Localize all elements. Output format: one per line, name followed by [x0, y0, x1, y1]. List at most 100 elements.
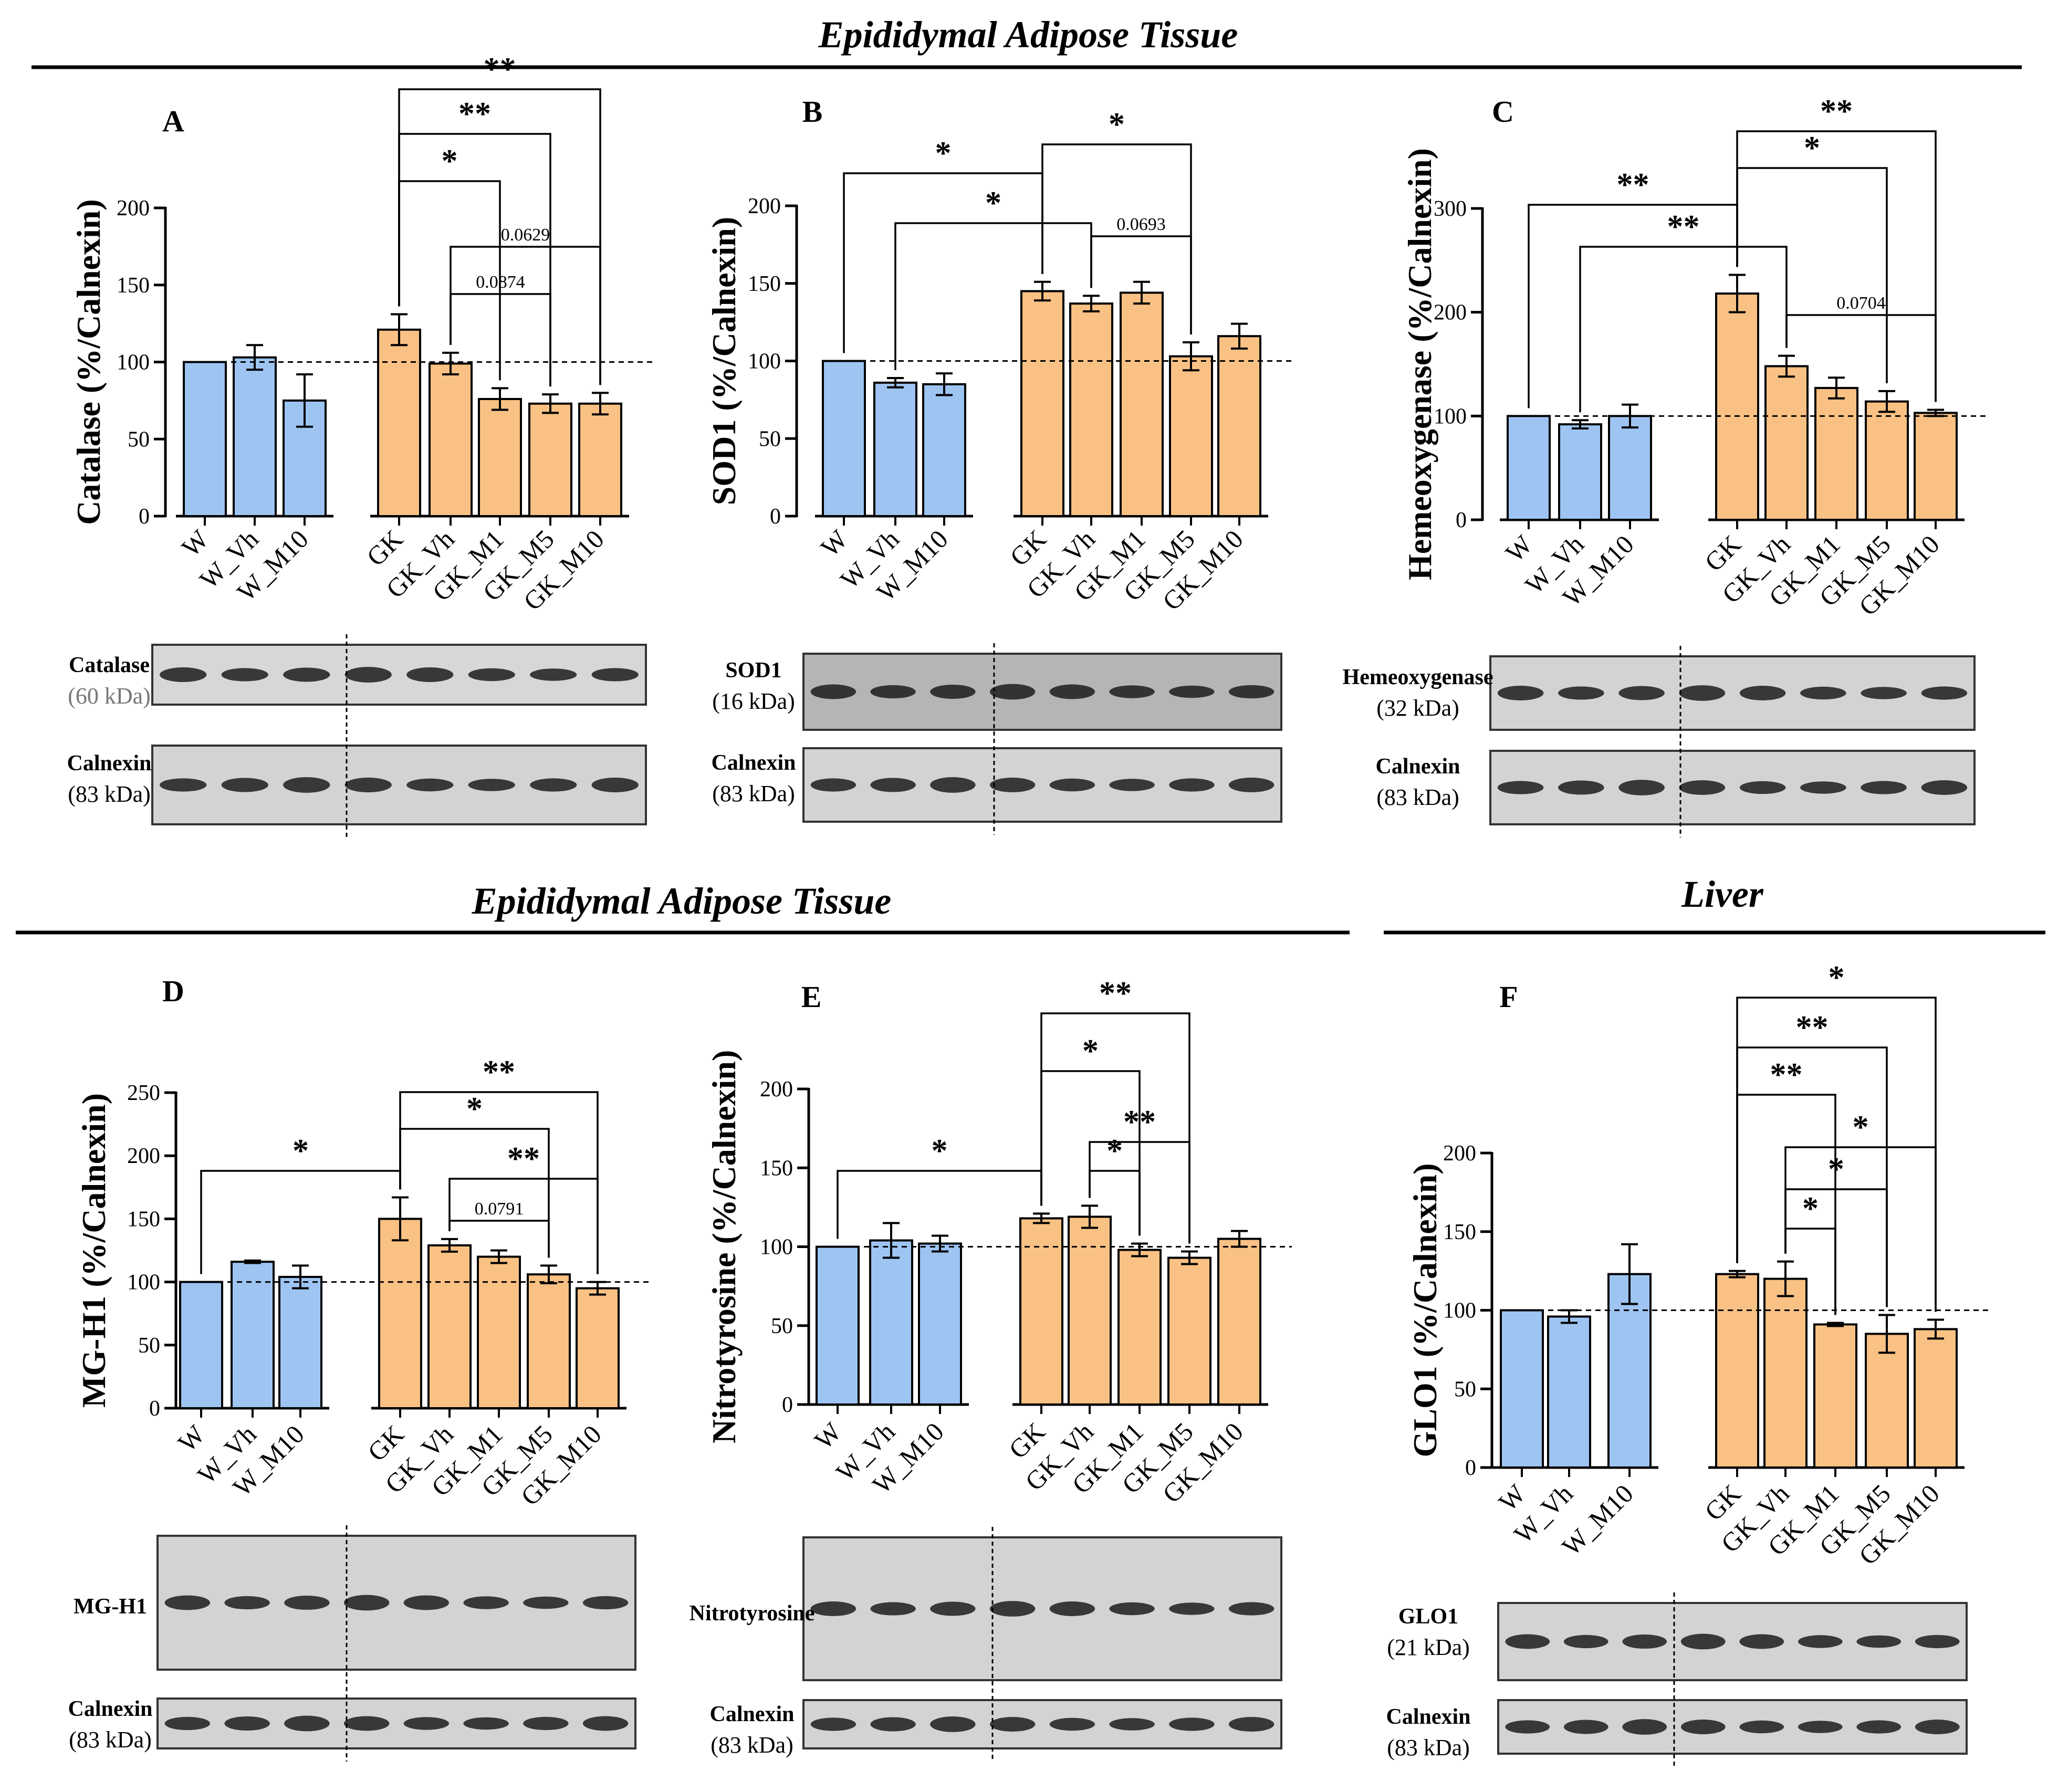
bar-gk-vh: [1069, 302, 1113, 517]
x-tick-label: W: [176, 524, 215, 563]
blot-band: [591, 778, 639, 792]
significance-bracket: [448, 1178, 599, 1274]
blot-band: [1049, 1601, 1095, 1616]
significance-stars: *: [1106, 1133, 1123, 1169]
bar-w: [179, 1281, 223, 1410]
blot-band: [582, 1716, 629, 1731]
blot-band: [406, 778, 454, 792]
blot-band: [1739, 1634, 1784, 1649]
y-tick-label: 50: [759, 427, 781, 451]
blot-band: [403, 1717, 450, 1730]
blot-label: Calnexin: [709, 1702, 794, 1726]
blot-band: [870, 778, 916, 792]
significance-stars: *: [932, 1133, 948, 1169]
y-tick-label: 200: [127, 1144, 160, 1168]
bar-gk-vh: [429, 362, 473, 517]
blot-band: [989, 684, 1036, 700]
significance-bracket: [450, 246, 601, 385]
blot-band: [1921, 780, 1968, 795]
significance-stars: *: [985, 185, 1001, 221]
blot-band: [164, 1716, 211, 1731]
blot-band: [810, 778, 856, 792]
blot-band: [989, 1601, 1036, 1617]
significance-stars: *: [1082, 1033, 1099, 1069]
blot-kda: (83 kDa): [69, 1727, 152, 1753]
blot-band: [1563, 1634, 1608, 1649]
blot-label: MG-H1: [74, 1595, 147, 1619]
blot-band: [1861, 781, 1907, 794]
blot-band: [1109, 1602, 1155, 1616]
blot-kda: (83 kDa): [68, 781, 151, 807]
y-tick-label: 200: [1434, 301, 1467, 325]
blot-band: [1228, 778, 1275, 792]
blot-band: [1622, 1634, 1667, 1649]
significance-stars: **: [483, 1054, 515, 1090]
y-tick-label: 50: [1454, 1377, 1476, 1401]
p-value-label: 0.0874: [476, 273, 525, 292]
bar-w-vh: [873, 381, 917, 517]
y-tick-label: 150: [748, 272, 781, 296]
significance-bracket: [1089, 1141, 1190, 1244]
blot-kda: (60 kDa): [68, 683, 151, 709]
significance-bracket: [399, 1128, 550, 1258]
blot-band: [164, 1595, 211, 1610]
bar-w-vh: [1558, 423, 1602, 521]
significance-stars: *: [1828, 1151, 1844, 1187]
blot-band: [1169, 778, 1215, 792]
blot-band: [221, 778, 268, 792]
significance-stars: *: [1802, 1191, 1819, 1227]
section-title: Liver: [1681, 873, 1764, 915]
blot-band: [1800, 781, 1846, 794]
blot-band: [463, 1596, 509, 1609]
p-value-label: 0.0629: [501, 225, 550, 245]
blot-band: [403, 1595, 450, 1610]
bar-gk: [1715, 1273, 1759, 1469]
blot-label: Nitrotyrosine: [690, 1601, 815, 1626]
significance-bracket: [1736, 130, 1937, 402]
blot-band: [1856, 1720, 1902, 1734]
bar-w-m10: [1607, 1273, 1652, 1469]
blot-band: [1739, 686, 1786, 700]
blot-band: [468, 779, 515, 791]
panel-letter: C: [1492, 95, 1514, 129]
bar-gk-m10: [1914, 1328, 1958, 1469]
bar-w-m10: [922, 383, 966, 518]
bar-gk-m5: [1865, 1333, 1909, 1469]
blot-band: [343, 1595, 390, 1611]
blot-band: [343, 1716, 390, 1731]
p-value-label: 0.0693: [1116, 215, 1166, 234]
x-tick-label: W: [815, 524, 854, 563]
panel-letter: B: [802, 95, 823, 129]
significance-stars: **: [1099, 976, 1132, 1011]
bar-gk: [1715, 292, 1759, 521]
blot-band: [930, 1601, 976, 1616]
significance-stars: **: [1796, 1010, 1829, 1045]
y-axis-label: MG-H1 (%/Calnexin): [75, 1093, 112, 1408]
significance-stars: **: [507, 1141, 540, 1177]
bar-w: [816, 1245, 860, 1406]
p-value-label: 0.0791: [475, 1199, 524, 1219]
blot-band: [1109, 1718, 1155, 1731]
blot-band: [406, 667, 454, 682]
blot-kda: (83 kDa): [712, 781, 795, 806]
blot-band: [810, 1601, 856, 1616]
bar-gk-m5: [1167, 1256, 1211, 1406]
significance-bracket: [1040, 1012, 1190, 1244]
y-tick-label: 0: [782, 1393, 793, 1417]
blot-label: Calnexin: [68, 1697, 152, 1721]
blot-band: [591, 668, 639, 682]
blot-band: [468, 668, 515, 682]
blot-band: [1497, 686, 1544, 700]
significance-bracket: [1528, 204, 1738, 408]
blot-band: [1798, 1635, 1843, 1648]
blot-band: [284, 1715, 330, 1732]
y-tick-label: 100: [1443, 1299, 1476, 1323]
blot-band: [224, 1596, 270, 1610]
blot-kda: (83 kDa): [1387, 1735, 1470, 1760]
blot-band: [1505, 1634, 1550, 1649]
blot-band: [1109, 779, 1155, 791]
blot-band: [160, 667, 207, 682]
blot-band: [1680, 1633, 1726, 1650]
bar-gk-vh: [1764, 365, 1809, 521]
